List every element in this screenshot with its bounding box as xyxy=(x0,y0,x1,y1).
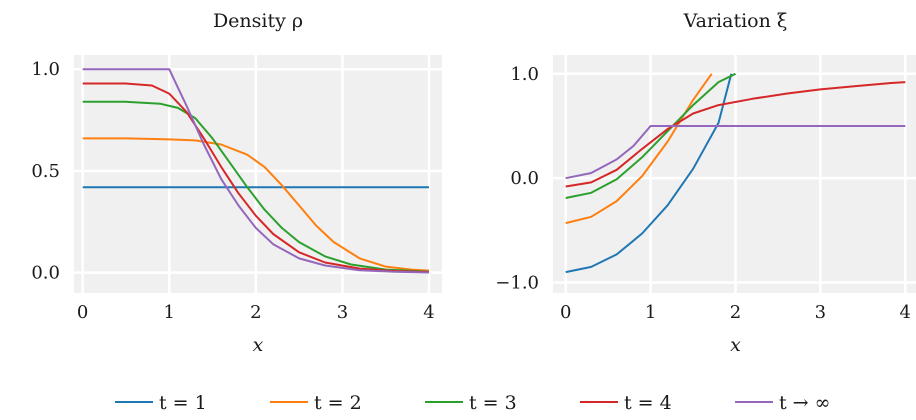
density-x-tick-label: 1 xyxy=(164,302,175,323)
density-series-line xyxy=(82,82,430,273)
variation-x-tick-label: 4 xyxy=(900,302,911,323)
variation-x-tick-label: 2 xyxy=(730,302,741,323)
legend: t = 1 t = 2 t = 3 t = 4 t → ∞ xyxy=(115,392,830,414)
density-y-tick-label: 0.0 xyxy=(31,263,60,284)
variation-x-tick-label: 3 xyxy=(815,302,826,323)
density-x-tick-label: 0 xyxy=(77,302,88,323)
variation-series-line xyxy=(565,125,906,180)
variation-x-axis-label: x xyxy=(730,334,741,356)
legend-label: t → ∞ xyxy=(779,392,830,414)
density-x-tick-label: 2 xyxy=(250,302,261,323)
variation-x-tick-label: 0 xyxy=(560,302,571,323)
variation-panel: 0 1 2 3 4 −1.0 0.0 1.0 Variation ξ x xyxy=(495,10,916,356)
legend-label: t = 1 xyxy=(159,392,207,414)
density-y-tick-label: 0.5 xyxy=(31,161,60,182)
density-series-line xyxy=(82,100,430,273)
legend-label: t = 4 xyxy=(624,392,672,414)
variation-y-tick-label: −1.0 xyxy=(495,273,539,294)
variation-series-line xyxy=(565,72,736,199)
density-y-tick-label: 1.0 xyxy=(31,59,60,80)
variation-x-tick-label: 1 xyxy=(645,302,656,323)
variation-y-tick-label: 1.0 xyxy=(510,64,539,85)
density-plot-area xyxy=(74,55,442,293)
variation-series-line xyxy=(565,81,906,188)
density-x-tick-label: 4 xyxy=(423,302,434,323)
variation-y-tick-label: 0.0 xyxy=(510,168,539,189)
variation-title: Variation ξ xyxy=(683,10,788,32)
density-series-line xyxy=(82,68,430,274)
density-series-line xyxy=(82,137,430,272)
density-x-tick-label: 3 xyxy=(337,302,348,323)
density-panel: 0 1 2 3 4 0.0 0.5 1.0 Density ρ x xyxy=(31,10,442,356)
density-x-axis-label: x xyxy=(253,334,264,356)
density-title: Density ρ xyxy=(213,10,303,32)
variation-series-line xyxy=(565,73,713,225)
legend-label: t = 3 xyxy=(469,392,517,414)
variation-series-line xyxy=(565,73,733,274)
legend-label: t = 2 xyxy=(314,392,362,414)
